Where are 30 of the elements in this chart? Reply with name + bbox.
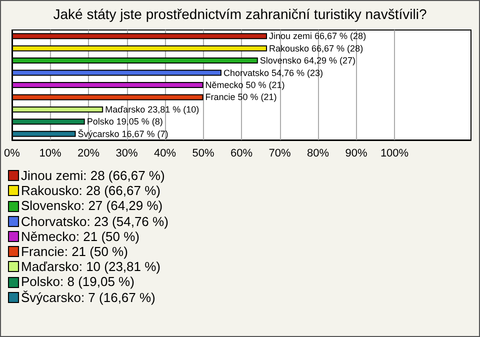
data-label: Francie 50 % (21) [205,92,277,102]
x-tick-label: 30% [116,148,138,160]
data-label: Jinou zemi 66,67 % (28) [269,31,366,42]
data-label: Švýcarsko 16,67 % (7) [78,128,168,139]
text: Švýcarsko: 7 (16,67 %) [21,290,156,305]
data-label: Slovensko 64,29 % (27) [260,56,356,66]
text: Francie: 21 (50 %) [21,244,128,260]
x-tick-label: 50% [192,148,214,160]
x-tick-label: 100% [380,148,409,160]
x-tick-label: 80% [306,148,330,160]
text: Jinou zemi: 28 (66,67 %) [21,168,165,184]
text: Chorvatsko: 23 (54,76 %) [21,214,168,229]
chart-title: Jaké státy jste prostřednictvím zahraniční turistiky navštívili? [52,6,428,22]
text: Polsko: 8 (19,05 %) [21,274,134,290]
data-label: Polsko 19,05 % (8) [86,116,163,127]
text: Maďarsko: 10 (23,81 %) [21,259,160,274]
data-label: Německo 50 % (21) [205,80,285,90]
x-tick-label: 70% [268,148,291,160]
x-tick-label: 0% [4,148,20,160]
text: Slovensko: 27 (64,29 %) [21,198,163,214]
data-label: Maďarsko 23,81 % (10) [105,104,200,114]
data-label: Rakousko 66,67 % (28) [269,43,364,54]
x-tick-label: 60% [230,148,253,160]
data-label: Chorvatsko 54,76 % (23) [223,68,324,78]
x-tick-label: 90% [345,148,368,160]
x-tick-label: 10% [39,148,62,160]
text: Německo: 21 (50 %) [21,228,140,244]
text: Rakousko: 28 (66,67 %) [21,183,160,198]
x-tick-label: 20% [77,148,100,160]
x-tick-label: 40% [154,148,176,160]
